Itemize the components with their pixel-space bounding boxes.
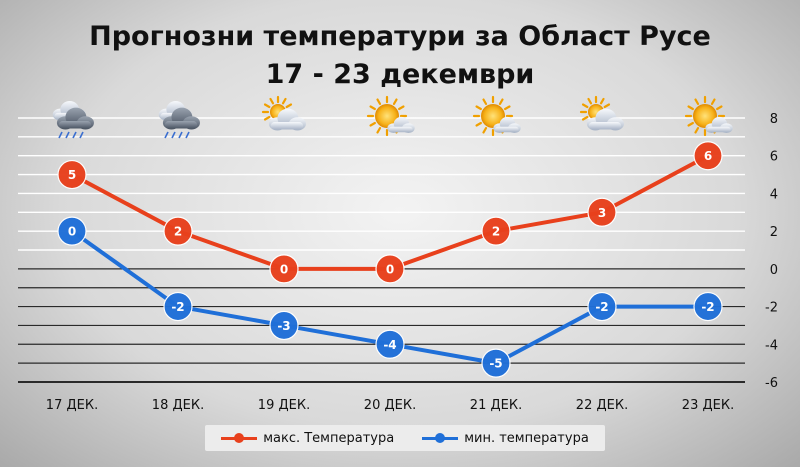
y-tick-label: -2 xyxy=(765,301,778,316)
y-tick-label: 8 xyxy=(770,112,778,127)
data-point-max xyxy=(375,254,405,284)
data-point-max xyxy=(163,216,193,246)
data-label-min: 0 xyxy=(68,225,76,239)
x-category-label: 21 ДЕК. xyxy=(470,398,522,413)
y-axis-ticks: 8 6 4 2 0 -2 -4 -6 xyxy=(765,112,778,391)
x-category-label: 18 ДЕК. xyxy=(152,398,204,413)
data-point-min xyxy=(693,291,723,322)
data-label-max: 5 xyxy=(68,168,76,182)
x-category-label: 22 ДЕК. xyxy=(576,398,628,413)
chart-title-line1: Прогнозни температури за Област Русе xyxy=(89,21,711,52)
sun-cloud-icon xyxy=(366,95,415,137)
data-point-min xyxy=(587,291,617,322)
data-point-min xyxy=(375,329,405,359)
y-tick-label: 0 xyxy=(770,263,778,278)
series-points: 5 2 0 0 2 3 6 0 -2 -3 -4 -5 -2 -2 xyxy=(57,141,723,378)
x-category-label: 17 ДЕК. xyxy=(46,398,98,413)
data-label-max: 2 xyxy=(174,225,182,239)
legend-label-max: макс. Температура xyxy=(263,430,395,446)
legend-swatch-max xyxy=(221,432,258,444)
y-tick-label: 2 xyxy=(770,225,778,240)
partly-cloudy-icon xyxy=(261,95,306,131)
data-point-max xyxy=(481,216,511,246)
sun-cloud-icon xyxy=(472,95,521,137)
data-point-min xyxy=(269,310,299,341)
data-point-min xyxy=(163,291,193,322)
data-label-min: -2 xyxy=(595,300,608,314)
chart-title-line2: 17 - 23 декември xyxy=(265,59,535,90)
legend-item-max: макс. Температура xyxy=(221,431,394,446)
y-tick-label: 4 xyxy=(770,187,778,202)
x-category-label: 20 ДЕК. xyxy=(364,398,416,413)
cloud-rain-icon xyxy=(52,100,94,139)
data-label-min: -4 xyxy=(383,338,396,352)
y-tick-label: -4 xyxy=(765,338,778,353)
chart-title: Прогнозни температури за Област Русе 17 … xyxy=(0,18,800,94)
weather-icons xyxy=(52,95,733,139)
sun-cloud-icon xyxy=(684,95,733,137)
y-tick-label: -6 xyxy=(765,376,778,391)
partly-cloudy-icon xyxy=(579,95,624,131)
data-label-min: -5 xyxy=(489,357,502,371)
y-tick-label: 6 xyxy=(770,150,778,165)
legend-swatch-min xyxy=(422,432,459,444)
data-point-max xyxy=(587,197,617,227)
cloud-rain-icon xyxy=(158,100,200,139)
data-point-min xyxy=(57,216,87,246)
data-label-max: 0 xyxy=(280,262,288,276)
x-category-label: 23 ДЕК. xyxy=(682,398,734,413)
data-label-min: -2 xyxy=(701,300,714,314)
data-label-max: 2 xyxy=(492,225,500,239)
x-axis-categories: 17 ДЕК. 18 ДЕК. 19 ДЕК. 20 ДЕК. 21 ДЕК. 22 ДЕ… xyxy=(46,398,734,413)
legend-item-min: мин. температура xyxy=(422,431,589,446)
data-label-max: 3 xyxy=(598,206,606,220)
data-point-max xyxy=(693,141,723,171)
data-point-max xyxy=(57,159,87,190)
data-point-min xyxy=(481,348,511,378)
legend-label-min: мин. температура xyxy=(464,430,589,446)
data-label-max: 0 xyxy=(386,262,394,276)
data-label-min: -3 xyxy=(277,319,290,333)
legend: макс. Температура мин. температура xyxy=(205,425,605,451)
data-label-min: -2 xyxy=(171,300,184,314)
x-category-label: 19 ДЕК. xyxy=(258,398,310,413)
data-label-max: 6 xyxy=(704,149,712,163)
data-point-max xyxy=(269,254,299,284)
